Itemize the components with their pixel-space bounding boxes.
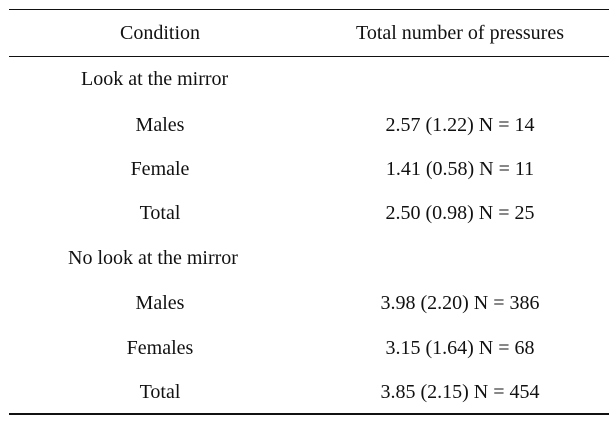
row-condition: Female xyxy=(130,158,190,180)
group-label-no-look-mirror: No look at the mirror xyxy=(68,247,238,269)
row-value: 3.15 (1.64) N = 68 xyxy=(385,337,535,359)
row-condition: Total xyxy=(139,381,181,403)
group-label-look-mirror: Look at the mirror xyxy=(81,68,229,90)
header-total-pressures: Total number of pressures xyxy=(356,22,564,44)
row-condition: Males xyxy=(135,114,185,136)
table-header-rule xyxy=(9,56,609,57)
row-value: 2.50 (0.98) N = 25 xyxy=(385,202,535,224)
row-value: 2.57 (1.22) N = 14 xyxy=(385,114,535,136)
row-condition: Total xyxy=(139,202,181,224)
row-condition: Females xyxy=(126,337,194,359)
row-condition: Males xyxy=(135,292,185,314)
header-condition: Condition xyxy=(119,22,200,44)
row-value: 3.85 (2.15) N = 454 xyxy=(380,381,540,403)
table-bottom-rule xyxy=(9,413,609,415)
table-top-rule xyxy=(9,9,609,10)
row-value: 3.98 (2.20) N = 386 xyxy=(380,292,540,314)
row-value: 1.41 (0.58) N = 11 xyxy=(385,158,535,180)
